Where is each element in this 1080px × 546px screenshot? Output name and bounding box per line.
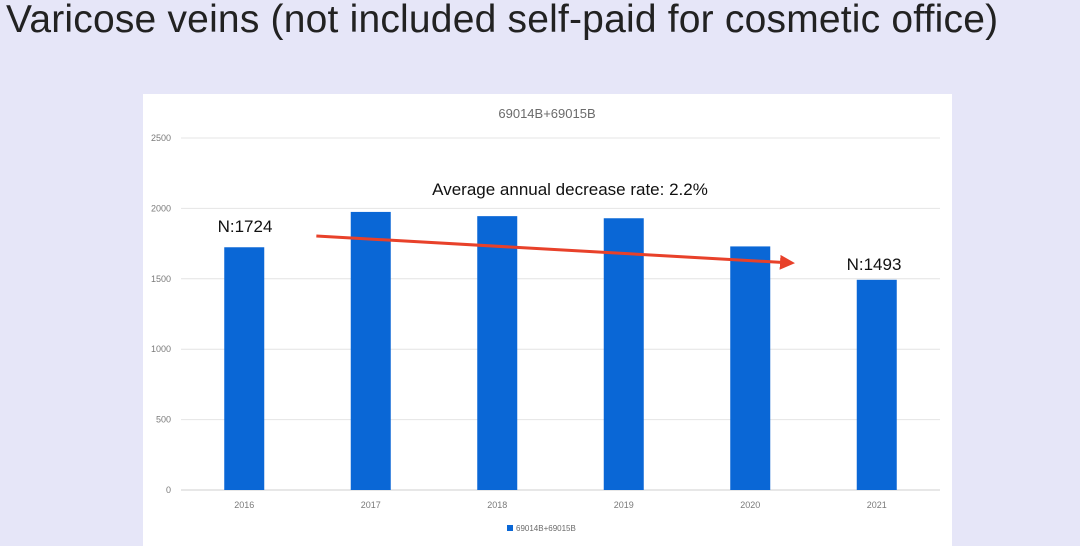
y-tick-label: 1000 (151, 344, 171, 354)
bar-2016 (224, 247, 265, 490)
legend-label: 69014B+69015B (516, 524, 576, 533)
bar-2018 (477, 216, 518, 491)
legend: 69014B+69015B (507, 524, 576, 533)
x-tick-label: 2020 (740, 500, 760, 510)
y-tick-label: 2500 (151, 133, 171, 143)
x-tick-label: 2016 (234, 500, 254, 510)
y-tick-label: 0 (166, 485, 171, 495)
y-tick-label: 2000 (151, 203, 171, 213)
slide-title: Varicose veins (not included self-paid f… (6, 0, 999, 41)
y-tick-label: 500 (156, 415, 171, 425)
x-tick-label: 2019 (614, 500, 634, 510)
start-label: N:1724 (218, 217, 273, 236)
trend-arrow (316, 234, 795, 270)
x-tick-label: 2017 (361, 500, 381, 510)
bar-chart: 69014B+69015B 0 500 1000 1500 2000 2500 2016 20… (151, 106, 940, 533)
bar-2021 (856, 279, 897, 490)
chart-title: 69014B+69015B (498, 106, 595, 121)
x-tick-label: 2021 (867, 500, 887, 510)
bar-2017 (350, 211, 391, 491)
chart-panel: 69014B+69015B 0 500 1000 1500 2000 2500 2016 20… (143, 94, 952, 546)
trend-label: Average annual decrease rate: 2.2% (432, 180, 708, 199)
y-tick-label: 1500 (151, 274, 171, 284)
end-label: N:1493 (847, 255, 902, 274)
legend-swatch (507, 525, 513, 531)
x-tick-label: 2018 (487, 500, 507, 510)
bar-2020 (730, 246, 771, 490)
bar-2019 (603, 218, 644, 491)
